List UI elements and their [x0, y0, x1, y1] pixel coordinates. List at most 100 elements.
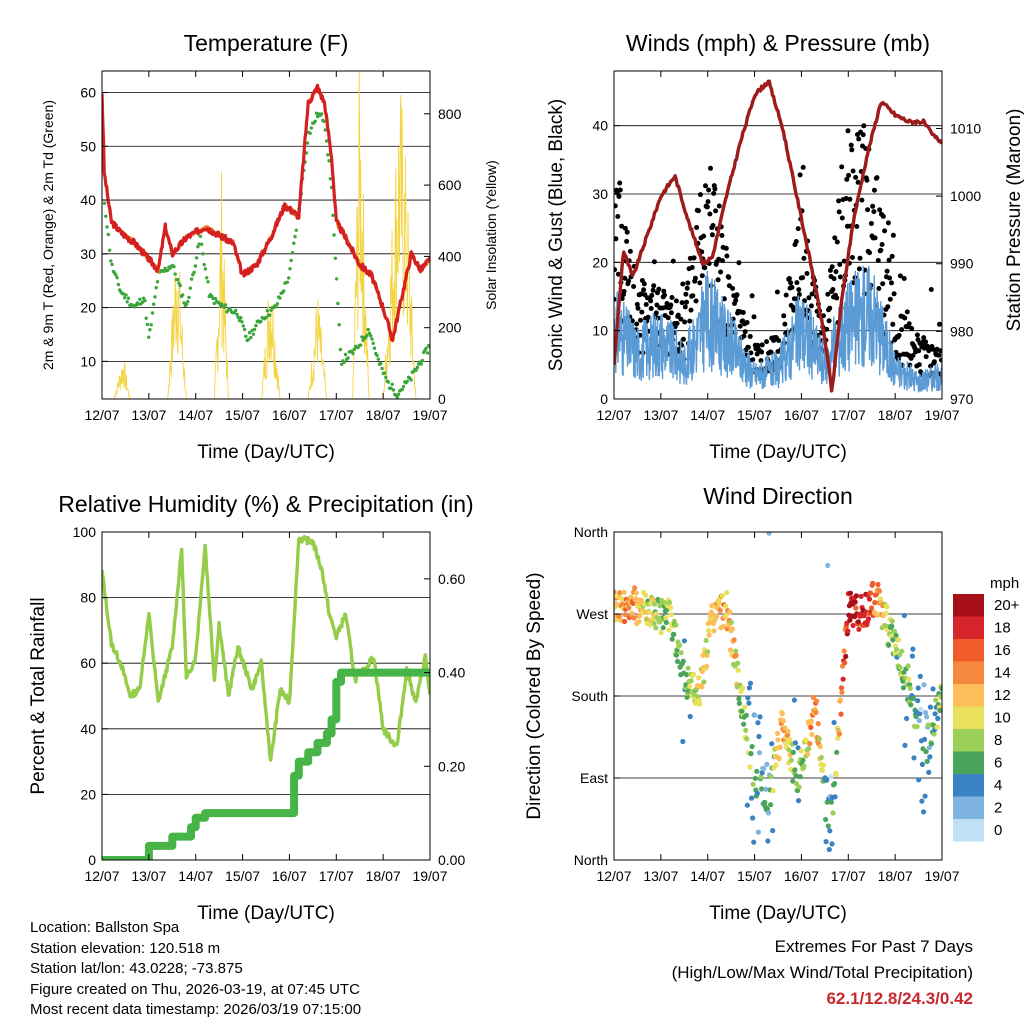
y-tick-label: 20	[80, 786, 96, 802]
dewpoint-point	[252, 327, 257, 332]
direction-point	[847, 590, 854, 596]
gust-point	[699, 273, 705, 279]
legend-label: 2	[994, 800, 1002, 817]
dewpoint-point	[264, 315, 268, 320]
winds-ticks: 0 10 20 30 40 970 980 990 1000 1010 12/07 13/07 14/0…	[592, 71, 981, 423]
direction-point	[926, 769, 932, 776]
direction-title: Wind Direction	[703, 483, 853, 509]
latlon-text: Station lat/lon: 43.0228; -73.875	[30, 960, 243, 977]
gust-point	[887, 275, 893, 281]
gust-point	[747, 334, 753, 339]
dewpoint-point	[376, 357, 380, 361]
dewpoint-point	[278, 296, 282, 300]
dewpoint-point	[395, 395, 399, 399]
direction-point	[751, 839, 757, 845]
direction-point	[807, 741, 813, 747]
dewpoint-point	[352, 347, 356, 352]
direction-point	[630, 600, 636, 607]
x-tick-label: 19/07	[924, 868, 959, 884]
gust-point	[906, 321, 912, 327]
direction-point	[764, 806, 771, 812]
gust-point	[783, 292, 789, 298]
direction-point	[796, 784, 802, 790]
gust-point	[876, 286, 882, 291]
temperature-2m-line	[102, 83, 430, 342]
location-text: Location: Ballston Spa	[30, 919, 180, 936]
gust-point	[889, 280, 894, 286]
direction-point	[856, 626, 862, 632]
direction-point	[793, 773, 799, 779]
gust-point	[740, 310, 746, 315]
dewpoint-point	[186, 299, 190, 304]
dewpoint-point	[124, 293, 128, 297]
y-tick-label: 30	[592, 186, 608, 202]
dewpoint-point	[384, 375, 388, 380]
legend-swatch	[953, 639, 984, 662]
dewpoint-point	[148, 328, 152, 332]
direction-point	[683, 672, 690, 678]
direction-point	[660, 625, 666, 631]
direction-point	[754, 790, 761, 796]
direction-point	[883, 610, 889, 616]
dewpoint-point	[107, 248, 112, 252]
gust-point	[928, 287, 934, 292]
dewpoint-point	[379, 361, 383, 366]
dewpoint-point	[123, 296, 127, 300]
temperature-panel: Temperature (F) 102030405060020040060080…	[40, 30, 499, 463]
dewpoint-point	[155, 280, 160, 284]
direction-point	[765, 838, 771, 844]
direction-point	[893, 646, 900, 653]
gust-point	[781, 313, 787, 319]
gust-point	[872, 187, 877, 193]
gust-point	[656, 286, 662, 292]
direction-point	[918, 706, 924, 713]
y-tick-label: West	[576, 606, 608, 622]
gust-point	[668, 310, 674, 316]
dewpoint-point	[289, 258, 293, 263]
direction-point	[923, 710, 929, 716]
direction-point	[745, 695, 751, 701]
gust-point	[621, 288, 627, 294]
dewpoint-point	[322, 119, 326, 124]
dewpoint-point	[235, 312, 239, 317]
direction-point	[915, 685, 921, 691]
direction-point	[774, 730, 781, 737]
direction-point	[741, 721, 747, 727]
x-tick-label: 17/07	[319, 407, 354, 423]
direction-point	[677, 642, 683, 648]
dewpoint-point	[389, 386, 393, 390]
dewpoint-point	[375, 353, 379, 358]
dewpoint-point	[145, 322, 150, 327]
dewpoint-point	[292, 241, 296, 245]
gust-point	[734, 292, 740, 298]
direction-point	[869, 605, 875, 611]
dewpoint-point	[400, 387, 404, 392]
gust-point	[837, 262, 843, 267]
direction-point	[893, 632, 899, 638]
gust-point	[887, 296, 893, 302]
gust-point	[853, 174, 859, 180]
recent-text: Most recent data timestamp: 2026/03/19 0…	[30, 1001, 362, 1018]
direction-point	[766, 532, 772, 536]
gust-point	[890, 321, 896, 327]
direction-point	[728, 619, 735, 626]
gust-point	[617, 180, 623, 186]
gust-point	[834, 239, 840, 245]
gust-point	[749, 293, 755, 299]
dewpoint-point	[367, 331, 372, 335]
gust-point	[870, 203, 876, 209]
dewpoint-point	[340, 362, 344, 366]
direction-point	[868, 590, 874, 596]
dewpoint-point	[240, 320, 244, 324]
direction-point	[839, 689, 845, 695]
gust-point	[880, 213, 886, 219]
gust-point	[857, 255, 863, 261]
dewpoint-point	[172, 265, 176, 269]
winds-title: Winds (mph) & Pressure (mb)	[626, 30, 930, 56]
gust-point	[741, 333, 747, 339]
dewpoint-point	[361, 338, 365, 342]
direction-point	[798, 748, 804, 754]
direction-point	[841, 648, 847, 654]
gust-point	[615, 271, 621, 277]
